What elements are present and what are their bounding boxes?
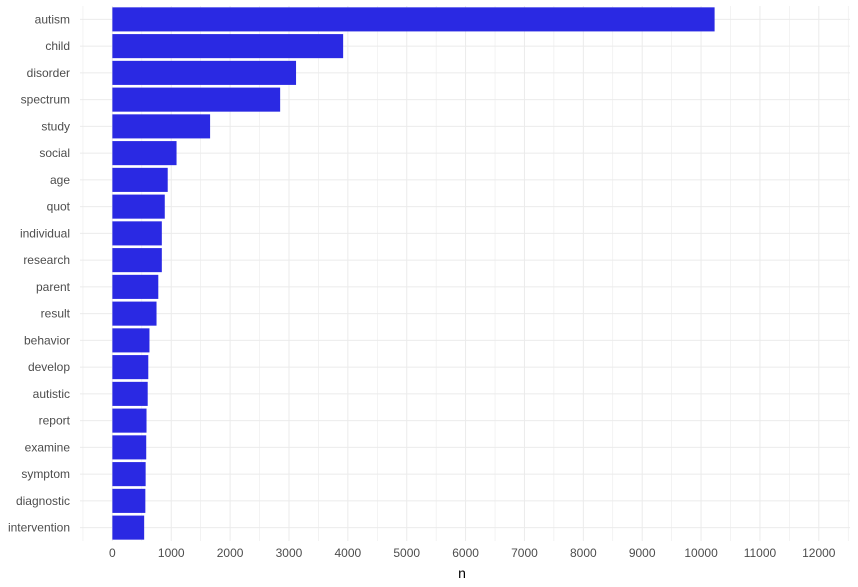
y-tick-label: intervention (8, 521, 70, 535)
x-tick-label: 6000 (452, 546, 479, 560)
bars (112, 7, 715, 540)
y-tick-label: autistic (33, 387, 70, 401)
bar-disorder (112, 60, 297, 85)
y-axis-labels: autism child disorder spectrum study social ag… (8, 12, 71, 534)
bar-research (112, 248, 162, 273)
y-tick-label: symptom (21, 467, 70, 481)
x-tick-label: 1000 (158, 546, 185, 560)
x-tick-label: 0 (109, 546, 116, 560)
bar-quot (112, 194, 165, 219)
x-tick-label: 9000 (629, 546, 656, 560)
x-tick-label: 12000 (802, 546, 836, 560)
y-tick-label: report (39, 414, 71, 428)
x-tick-label: 7000 (511, 546, 538, 560)
bar-autistic (112, 381, 148, 406)
y-tick-label: quot (47, 200, 71, 214)
y-tick-label: study (41, 119, 70, 133)
x-axis-labels: 0 1000 2000 3000 4000 5000 6000 7000 8000 9000 100… (109, 546, 836, 560)
y-tick-label: result (41, 307, 71, 321)
bar-intervention (112, 515, 145, 540)
bar-social (112, 141, 177, 166)
bar-child (112, 34, 344, 59)
y-tick-label: child (45, 39, 70, 53)
bar-report (112, 408, 147, 433)
bar-parent (112, 274, 159, 299)
x-tick-label: 2000 (217, 546, 244, 560)
x-tick-label: 4000 (335, 546, 362, 560)
x-tick-label: 5000 (393, 546, 420, 560)
y-tick-label: social (39, 146, 70, 160)
bar-individual (112, 221, 162, 246)
bar-study (112, 114, 211, 139)
y-tick-label: disorder (27, 66, 70, 80)
y-tick-label: research (23, 253, 70, 267)
y-tick-label: behavior (24, 333, 70, 347)
y-tick-label: autism (35, 12, 70, 26)
bar-age (112, 167, 168, 192)
bar-symptom (112, 462, 146, 487)
x-tick-label: 11000 (744, 546, 777, 560)
bar-result (112, 301, 157, 326)
y-tick-label: age (50, 173, 70, 187)
y-tick-label: examine (25, 440, 71, 454)
bar-spectrum (112, 87, 281, 112)
x-tick-label: 3000 (276, 546, 303, 560)
y-tick-label: spectrum (21, 93, 70, 107)
grid-lines (80, 6, 850, 541)
y-tick-label: diagnostic (16, 494, 70, 508)
bar-examine (112, 435, 147, 460)
y-tick-label: individual (20, 226, 70, 240)
y-tick-label: develop (28, 360, 70, 374)
x-tick-label: 10000 (684, 546, 718, 560)
bar-behavior (112, 328, 150, 353)
x-tick-label: 8000 (570, 546, 597, 560)
bar-diagnostic (112, 488, 146, 513)
bar-develop (112, 355, 149, 380)
bar-autism (112, 7, 715, 32)
y-tick-label: parent (36, 280, 71, 294)
x-axis-title: n (458, 565, 466, 581)
